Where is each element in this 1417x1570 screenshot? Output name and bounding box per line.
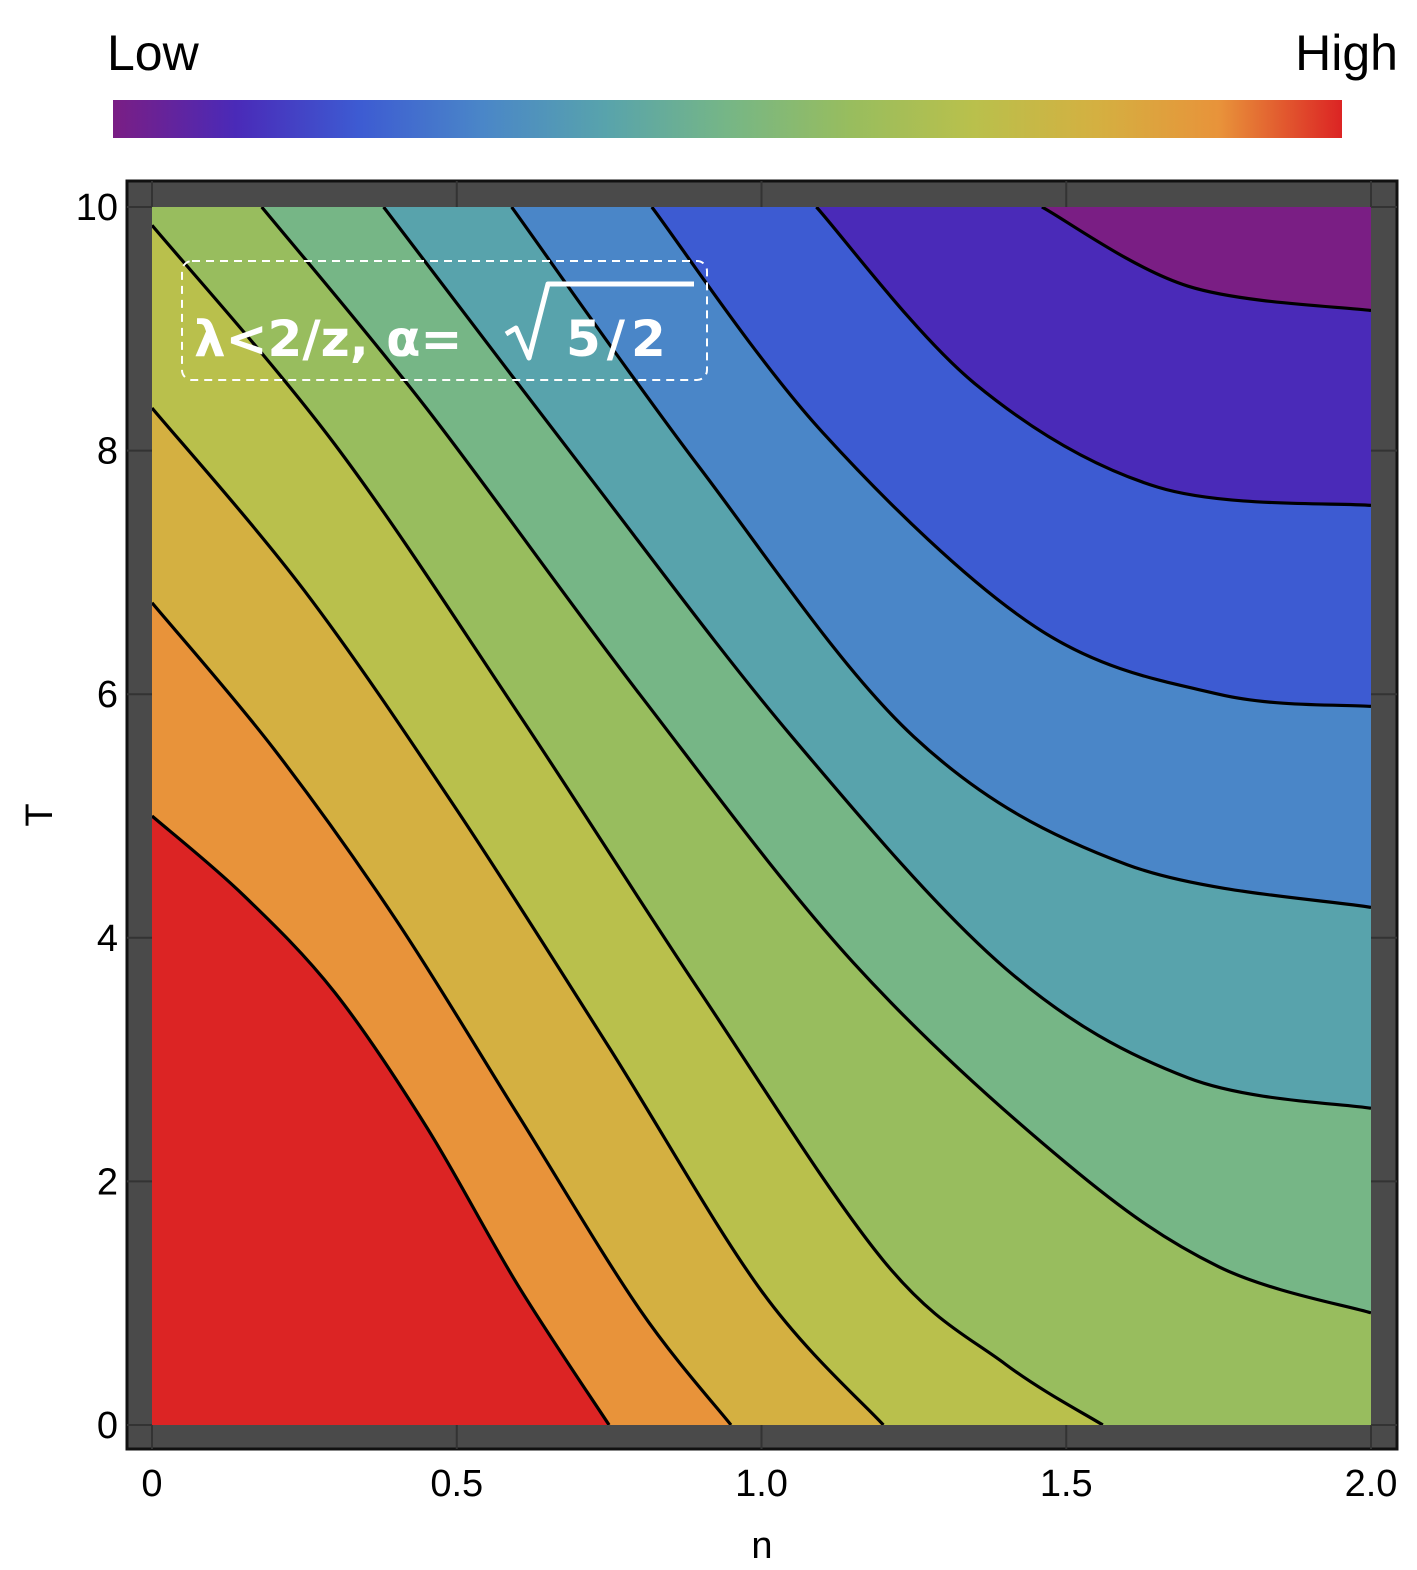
contour-region-1 [152,816,610,1425]
contour-line-5 [260,207,1371,1315]
frame-ticks [127,181,1397,1449]
y-tick-label: 4 [97,918,118,960]
contour-line-9 [815,207,1371,507]
y-tick-label: 10 [76,187,118,229]
x-axis-ticks: 0 0.5 1.0 1.5 2.0 [141,1463,1397,1505]
colorbar-high-label: High [1295,25,1398,81]
contour-line-3 [152,406,885,1425]
annotation-radical-content: 5/2 [566,310,672,368]
colorbar-low-label: Low [107,25,200,81]
contour-line-10 [1041,207,1371,313]
y-axis-label: T [19,803,61,826]
x-axis-label: n [751,1525,772,1567]
contour-line-1 [152,814,611,1425]
annotation: λ<2/z, α= 5/2 [181,260,708,381]
y-tick-label: 6 [97,674,118,716]
contour-line-6 [382,207,1371,1110]
annotation-box [181,260,708,381]
contour-line-2 [152,601,733,1425]
contour-line-7 [510,207,1371,909]
x-tick-label: 1.5 [1040,1463,1093,1505]
x-tick-label: 2.0 [1345,1463,1398,1505]
contour-area [152,207,1371,1425]
annotation-text: λ<2/z, α= [194,310,462,368]
y-tick-label: 8 [97,431,118,473]
annotation-radical-sign [504,281,694,361]
x-tick-label: 1.0 [735,1463,788,1505]
y-axis-ticks: 0 2 4 6 8 10 [76,187,118,1447]
x-tick-label: 0.5 [430,1463,483,1505]
colorbar: Low High [107,25,1398,138]
y-tick-label: 0 [97,1405,118,1447]
contour-line-8 [650,207,1371,708]
y-tick-label: 2 [97,1161,118,1203]
colorbar-gradient [113,100,1342,138]
contour-line-4 [152,224,1104,1425]
x-tick-label: 0 [141,1463,162,1505]
